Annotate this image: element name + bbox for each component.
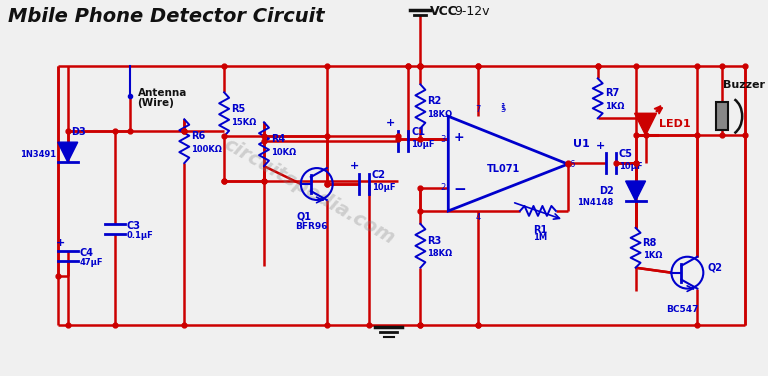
Text: R3: R3	[427, 236, 442, 246]
Text: C4: C4	[80, 248, 94, 258]
Text: C2: C2	[372, 170, 386, 180]
Text: +: +	[349, 161, 359, 171]
Polygon shape	[634, 113, 657, 135]
Text: Buzzer: Buzzer	[723, 80, 765, 90]
Text: 1N4148: 1N4148	[578, 199, 614, 208]
Text: D3: D3	[71, 127, 85, 137]
Text: 47μF: 47μF	[80, 258, 103, 267]
Text: 10KΩ: 10KΩ	[271, 148, 296, 157]
Polygon shape	[58, 142, 78, 162]
Text: 10μF: 10μF	[619, 162, 642, 171]
Text: 0.1μF: 0.1μF	[127, 231, 154, 240]
Text: C3: C3	[127, 221, 141, 231]
Text: 1KΩ: 1KΩ	[604, 102, 624, 111]
Text: circuitspedia.com: circuitspedia.com	[220, 134, 398, 248]
Text: 15KΩ: 15KΩ	[231, 118, 257, 127]
Text: 7: 7	[475, 105, 481, 114]
Text: 18KΩ: 18KΩ	[427, 110, 452, 119]
Polygon shape	[626, 181, 646, 201]
Text: 9-12v: 9-12v	[455, 5, 490, 18]
Text: VCC: VCC	[430, 5, 458, 18]
Text: Q1: Q1	[297, 212, 312, 222]
Text: R7: R7	[604, 88, 619, 99]
Text: (Wire): (Wire)	[137, 99, 174, 108]
Text: R8: R8	[643, 238, 657, 248]
Text: R4: R4	[271, 134, 285, 144]
Text: 18KΩ: 18KΩ	[427, 249, 452, 258]
Text: TL071: TL071	[486, 164, 520, 174]
Text: 1: 1	[501, 103, 505, 112]
Text: +: +	[55, 238, 65, 248]
Text: 3: 3	[440, 135, 445, 144]
Text: BFR96: BFR96	[295, 222, 327, 231]
Text: R5: R5	[231, 104, 245, 114]
Text: R2: R2	[427, 96, 442, 106]
Text: 100KΩ: 100KΩ	[191, 145, 222, 154]
Text: Mbile Phone Detector Circuit: Mbile Phone Detector Circuit	[8, 7, 325, 26]
Bar	[717, 102, 728, 130]
Text: 6: 6	[570, 159, 575, 168]
Text: 5: 5	[501, 105, 505, 114]
Text: LED1: LED1	[660, 119, 691, 129]
Text: 1N3491: 1N3491	[20, 150, 56, 159]
Text: U1: U1	[573, 139, 590, 149]
Text: 10μF: 10μF	[372, 183, 395, 192]
Text: C1: C1	[412, 127, 425, 137]
Text: 4: 4	[475, 213, 481, 222]
Text: R1: R1	[533, 225, 547, 235]
Text: +: +	[596, 141, 605, 151]
Text: 1M: 1M	[533, 233, 547, 242]
Text: Antenna: Antenna	[137, 88, 187, 99]
Text: R6: R6	[191, 131, 206, 141]
Text: +: +	[453, 131, 464, 144]
Text: 10μF: 10μF	[412, 140, 435, 149]
Text: Q2: Q2	[707, 263, 723, 273]
Text: C5: C5	[619, 149, 633, 159]
Text: 1KΩ: 1KΩ	[643, 251, 662, 260]
Text: +: +	[386, 118, 396, 128]
Text: −: −	[453, 182, 466, 197]
Text: 2: 2	[440, 183, 445, 193]
Text: D2: D2	[599, 186, 614, 196]
Text: BC547: BC547	[666, 305, 699, 314]
